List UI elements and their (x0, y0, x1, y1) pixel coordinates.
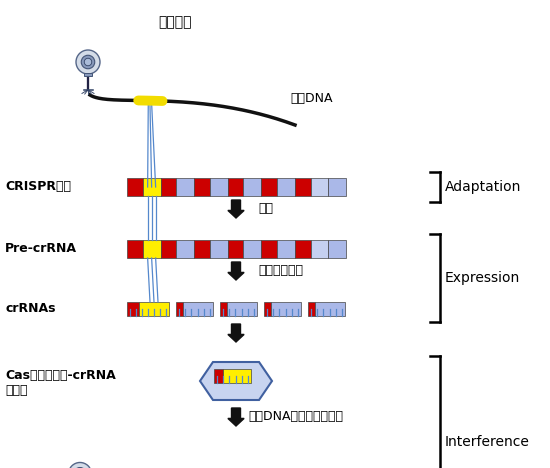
Bar (295, 178, 311, 196)
Bar (295, 240, 311, 258)
Bar (228, 178, 244, 196)
Text: CRISPR領域: CRISPR領域 (5, 181, 71, 193)
Bar (176, 178, 194, 196)
Bar (194, 178, 210, 196)
Text: crRNAs: crRNAs (5, 302, 56, 315)
Bar (328, 178, 346, 196)
Bar (311, 240, 328, 258)
Bar (214, 369, 223, 383)
Polygon shape (200, 362, 272, 400)
Text: 転写: 転写 (258, 203, 273, 215)
Text: 侵入DNAへの結合・分解: 侵入DNAへの結合・分解 (248, 410, 343, 424)
Text: Adaptation: Adaptation (445, 180, 521, 194)
Bar (223, 369, 251, 383)
Bar (183, 302, 213, 316)
Bar (227, 302, 257, 316)
Bar (261, 240, 277, 258)
Bar (220, 302, 227, 316)
Bar (271, 302, 301, 316)
Text: 侵入DNA: 侵入DNA (290, 92, 333, 104)
FancyArrow shape (228, 324, 244, 342)
Bar (142, 240, 161, 258)
Bar (328, 240, 346, 258)
Bar (139, 302, 169, 316)
Bar (161, 178, 176, 196)
Bar (264, 302, 271, 316)
Bar (127, 178, 142, 196)
Bar (210, 240, 228, 258)
Bar (311, 178, 328, 196)
Text: Interference: Interference (445, 435, 530, 449)
FancyArrow shape (228, 200, 244, 218)
Bar (161, 240, 176, 258)
Bar (176, 240, 194, 258)
Bar (315, 302, 345, 316)
Circle shape (84, 58, 92, 66)
Text: Casタンパク質-crRNA
複合体: Casタンパク質-crRNA 複合体 (5, 369, 116, 397)
Circle shape (81, 55, 95, 69)
Circle shape (69, 462, 91, 468)
Bar (142, 178, 161, 196)
FancyArrow shape (228, 408, 244, 426)
Bar (127, 302, 139, 316)
Bar (244, 178, 261, 196)
Circle shape (76, 50, 100, 74)
Bar (210, 178, 228, 196)
Bar (194, 240, 210, 258)
Text: Pre-crRNA: Pre-crRNA (5, 242, 77, 256)
Bar (277, 240, 295, 258)
Text: プロセシング: プロセシング (258, 264, 303, 278)
Bar (228, 240, 244, 258)
Text: Expression: Expression (445, 271, 520, 285)
Bar (127, 240, 142, 258)
Bar (261, 178, 277, 196)
Bar (84, 73, 92, 75)
FancyArrow shape (228, 262, 244, 280)
Bar (244, 240, 261, 258)
Bar (176, 302, 183, 316)
Bar (308, 302, 315, 316)
Text: ファージ: ファージ (158, 15, 192, 29)
Bar (277, 178, 295, 196)
